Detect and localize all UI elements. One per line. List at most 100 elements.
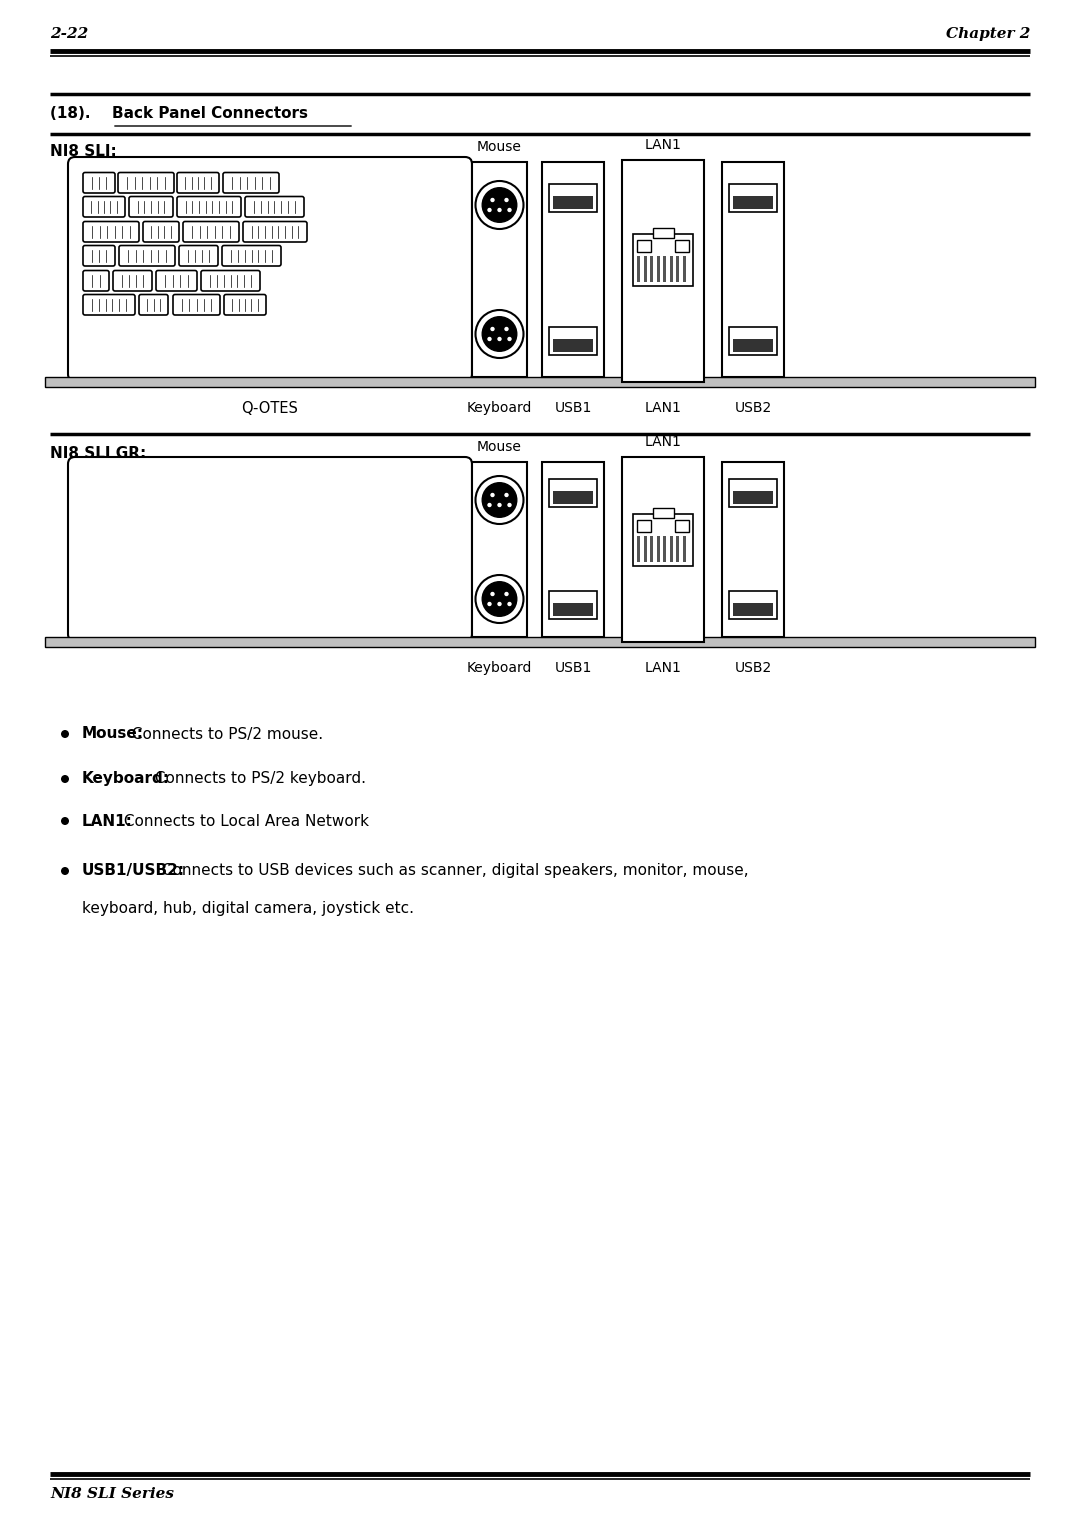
Bar [675, 240, 689, 252]
Bar [723, 462, 784, 638]
FancyBboxPatch shape [83, 197, 125, 217]
Circle shape [504, 197, 509, 202]
Bar [633, 234, 693, 286]
Bar [670, 255, 673, 281]
FancyBboxPatch shape [183, 222, 239, 242]
Bar [549, 479, 597, 508]
Text: USB2: USB2 [734, 401, 771, 414]
Bar [549, 183, 597, 213]
Text: LAN1: LAN1 [645, 434, 681, 450]
FancyBboxPatch shape [129, 197, 173, 217]
Bar [650, 255, 653, 281]
FancyBboxPatch shape [83, 246, 114, 266]
Text: Chapter 2: Chapter 2 [946, 28, 1030, 41]
Bar [652, 508, 674, 518]
Circle shape [497, 503, 502, 508]
Bar [650, 537, 653, 563]
FancyBboxPatch shape [177, 197, 241, 217]
FancyBboxPatch shape [83, 222, 139, 242]
Circle shape [490, 327, 495, 332]
Circle shape [490, 492, 495, 497]
Circle shape [475, 310, 524, 358]
Circle shape [475, 180, 524, 229]
Circle shape [483, 188, 516, 222]
Text: NI8 SLI Series: NI8 SLI Series [50, 1488, 174, 1501]
Bar [729, 592, 777, 619]
Text: Mouse: Mouse [477, 440, 522, 454]
Bar [733, 604, 773, 616]
Bar [670, 537, 673, 563]
Bar [637, 537, 640, 563]
Circle shape [497, 336, 502, 341]
Text: Back Panel Connectors: Back Panel Connectors [112, 107, 308, 121]
FancyBboxPatch shape [113, 271, 152, 291]
Bar [733, 491, 773, 505]
Circle shape [508, 503, 512, 508]
Bar [675, 520, 689, 532]
Bar [553, 491, 593, 505]
FancyBboxPatch shape [156, 271, 197, 291]
Bar [622, 161, 704, 382]
Circle shape [483, 483, 516, 517]
Circle shape [497, 208, 502, 213]
Text: Mouse: Mouse [477, 141, 522, 154]
Bar [637, 255, 640, 281]
FancyBboxPatch shape [68, 157, 472, 381]
Text: USB2: USB2 [734, 661, 771, 674]
Text: Connects to Local Area Network: Connects to Local Area Network [120, 813, 369, 829]
FancyBboxPatch shape [243, 222, 307, 242]
FancyBboxPatch shape [119, 246, 175, 266]
FancyBboxPatch shape [177, 173, 219, 193]
Circle shape [504, 327, 509, 332]
Bar [657, 255, 660, 281]
Text: USB1: USB1 [554, 401, 592, 414]
Bar [553, 604, 593, 616]
FancyBboxPatch shape [222, 246, 281, 266]
Bar [45, 638, 1035, 647]
Bar [657, 537, 660, 563]
Bar [676, 255, 679, 281]
Circle shape [483, 317, 516, 352]
FancyBboxPatch shape [83, 173, 114, 193]
Bar [549, 327, 597, 355]
Text: LAN1: LAN1 [645, 661, 681, 674]
Text: 2-22: 2-22 [50, 28, 89, 41]
Circle shape [508, 602, 512, 605]
Bar [729, 183, 777, 213]
Circle shape [475, 476, 524, 524]
Text: Connects to USB devices such as scanner, digital speakers, monitor, mouse,: Connects to USB devices such as scanner,… [157, 864, 748, 879]
Circle shape [475, 575, 524, 622]
Text: Connects to PS/2 mouse.: Connects to PS/2 mouse. [127, 726, 323, 742]
FancyBboxPatch shape [245, 197, 303, 217]
Circle shape [60, 775, 69, 783]
Text: NI8 SLI GR:: NI8 SLI GR: [50, 446, 146, 462]
Bar [729, 479, 777, 508]
Bar [733, 339, 773, 352]
FancyBboxPatch shape [83, 271, 109, 291]
Bar [542, 462, 604, 638]
Bar [644, 537, 647, 563]
Bar [723, 162, 784, 378]
FancyBboxPatch shape [143, 222, 179, 242]
Bar [683, 537, 686, 563]
Circle shape [60, 816, 69, 826]
Circle shape [487, 602, 491, 605]
Bar [663, 255, 666, 281]
Bar [683, 255, 686, 281]
Circle shape [497, 602, 502, 605]
Bar [676, 537, 679, 563]
Bar [542, 162, 604, 378]
Bar [45, 378, 1035, 387]
FancyBboxPatch shape [179, 246, 218, 266]
Circle shape [490, 592, 495, 596]
Text: keyboard, hub, digital camera, joystick etc.: keyboard, hub, digital camera, joystick … [82, 902, 414, 916]
Bar [729, 327, 777, 355]
Circle shape [504, 592, 509, 596]
Bar [622, 457, 704, 642]
FancyBboxPatch shape [201, 271, 260, 291]
Circle shape [487, 336, 491, 341]
Circle shape [483, 581, 516, 616]
Circle shape [60, 729, 69, 739]
Bar [472, 462, 527, 638]
Text: LAN1:: LAN1: [82, 813, 133, 829]
